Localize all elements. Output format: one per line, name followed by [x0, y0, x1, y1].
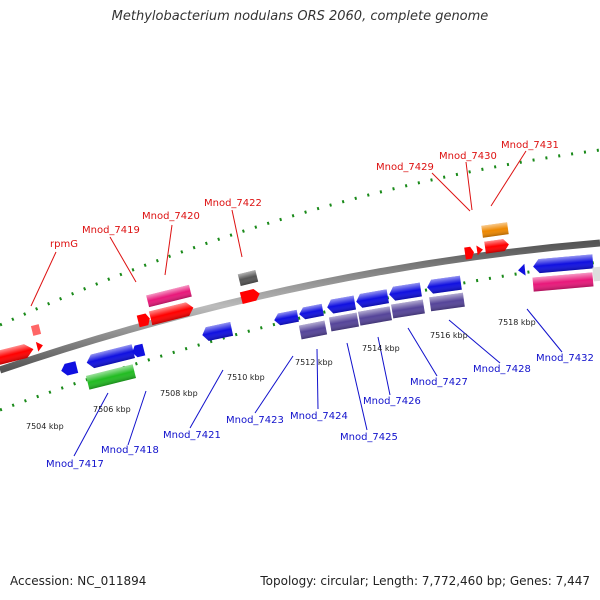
gene-label[interactable]: Mnod_7430: [439, 151, 497, 162]
cog-purple-3: [358, 306, 392, 326]
scale-label: 7510 kbp: [227, 373, 265, 382]
gene-arrow-Mnod_7426[interactable]: [355, 289, 389, 308]
gene-label[interactable]: Mnod_7420: [142, 211, 200, 222]
gene-arrow-small-blue[interactable]: [131, 343, 146, 359]
reverse-gene-labels: Mnod_7417 Mnod_7418 Mnod_7421 Mnod_7423 …: [46, 353, 594, 470]
genome-backbone: [0, 239, 600, 374]
gene-label[interactable]: Mnod_7427: [410, 377, 468, 388]
page-title: Methylobacterium nodulans ORS 2060, comp…: [111, 9, 489, 24]
gene-label[interactable]: Mnod_7419: [82, 225, 140, 236]
gene-label[interactable]: Mnod_7432: [536, 353, 594, 364]
gene-arrow-Mnod_7432[interactable]: [533, 254, 594, 274]
outer-grid-track: [0, 148, 600, 327]
scale-label: 7506 kbp: [93, 405, 131, 414]
reverse-features: [60, 254, 600, 390]
gene-arrow-Mnod_7418[interactable]: [85, 344, 135, 369]
gene-arrow-left-red[interactable]: [0, 342, 35, 366]
scale-label: 7514 kbp: [362, 344, 400, 353]
gene-label[interactable]: Mnod_7428: [473, 364, 531, 375]
rna-feature-pink-2: [532, 272, 594, 292]
gene-label[interactable]: Mnod_7431: [501, 140, 559, 151]
scale-label: 7518 kbp: [498, 318, 536, 327]
gene-arrow-Mnod_7419[interactable]: [136, 313, 152, 328]
cog-feature-orange: [481, 222, 509, 238]
gene-arrow-Mnod_7427[interactable]: [388, 282, 422, 302]
gene-arrow-Mnod_7421[interactable]: [201, 322, 234, 342]
gene-arrow-tiny-blue[interactable]: [517, 263, 526, 277]
gene-arrow-Mnod_7420[interactable]: [148, 301, 195, 326]
gene-label[interactable]: Mnod_7429: [376, 162, 434, 173]
gene-arrow-Mnod_7422[interactable]: [239, 288, 261, 304]
gene-label[interactable]: Mnod_7417: [46, 459, 104, 470]
scale-labels: 7504 kbp 7506 kbp 7508 kbp 7510 kbp 7512…: [26, 318, 536, 431]
scale-label: 7512 kbp: [295, 358, 333, 367]
gene-arrow-rpmG[interactable]: [30, 324, 42, 336]
rna-feature-pink-1: [146, 284, 192, 308]
gene-label[interactable]: Mnod_7424: [290, 411, 348, 422]
gene-arrow-Mnod_7425[interactable]: [326, 295, 357, 315]
cog-purple-4: [391, 299, 425, 319]
gene-label[interactable]: rpmG: [50, 239, 78, 250]
gene-arrow-rpmG-cds[interactable]: [35, 340, 44, 352]
gene-label[interactable]: Mnod_7423: [226, 415, 284, 426]
scale-label: 7508 kbp: [160, 389, 198, 398]
cog-purple-2: [328, 312, 360, 332]
gene-arrow-Mnod_7417[interactable]: [60, 361, 79, 377]
forward-leader-lines: [30, 150, 527, 307]
gene-arrow-Mnod_7431[interactable]: [484, 238, 509, 254]
forward-gene-labels: rpmG Mnod_7419 Mnod_7420 Mnod_7422 Mnod_…: [50, 140, 559, 250]
gene-label[interactable]: Mnod_7426: [363, 396, 421, 407]
cog-feature-gray: [237, 270, 259, 286]
cog-feature-lightgray: [592, 266, 600, 282]
gene-arrow-Mnod_7428[interactable]: [426, 275, 462, 295]
scale-label: 7516 kbp: [430, 331, 468, 340]
gene-arrow-Mnod_7423[interactable]: [273, 309, 299, 326]
cog-feature-green: [86, 364, 136, 390]
cog-purple-1: [298, 320, 328, 340]
genome-summary: Topology: circular; Length: 7,772,460 bp…: [260, 574, 590, 588]
reverse-leader-lines: [73, 308, 563, 457]
cog-purple-5: [429, 292, 465, 312]
gene-arrow-Mnod_7430[interactable]: [476, 245, 483, 256]
gene-label[interactable]: Mnod_7425: [340, 432, 398, 443]
gene-arrow-Mnod_7424[interactable]: [298, 303, 324, 320]
accession-label: Accession: NC_011894: [10, 574, 147, 588]
gene-label[interactable]: Mnod_7422: [204, 198, 262, 209]
scale-label: 7504 kbp: [26, 422, 64, 431]
gene-arrow-Mnod_7429[interactable]: [464, 246, 475, 260]
gene-label[interactable]: Mnod_7418: [101, 445, 159, 456]
gene-label[interactable]: Mnod_7421: [163, 430, 221, 441]
inner-grid-track: [0, 260, 600, 412]
forward-features: [0, 222, 509, 366]
